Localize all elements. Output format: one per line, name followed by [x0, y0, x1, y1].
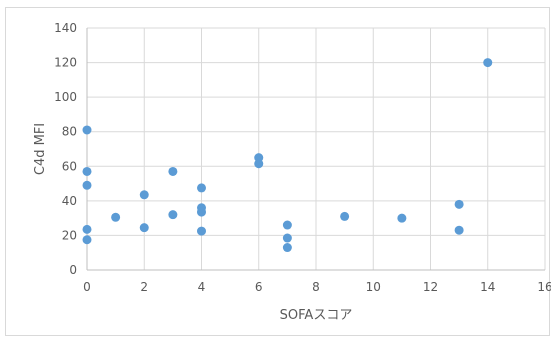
data-point — [168, 166, 178, 176]
y-tick-label: 140 — [54, 21, 77, 35]
data-point — [282, 233, 292, 243]
x-tick-label: 14 — [480, 280, 495, 294]
data-point — [82, 166, 92, 176]
data-point — [197, 183, 206, 193]
y-tick-label: 120 — [54, 56, 77, 70]
y-tick-label: 60 — [62, 159, 77, 173]
data-point — [197, 226, 206, 236]
x-tick-label: 0 — [83, 280, 91, 294]
data-point — [82, 180, 92, 190]
x-tick-label: 16 — [537, 280, 551, 294]
x-tick-label: 2 — [140, 280, 148, 294]
data-point — [168, 210, 178, 220]
vertical-gridlines — [143, 28, 546, 270]
data-point — [111, 212, 121, 222]
y-axis-tick-labels: 0 20 40 60 80 100 120 140 — [54, 21, 77, 277]
x-tick-label: 12 — [423, 280, 438, 294]
chart-area: 0 2 4 6 8 10 12 14 16 0 20 40 60 80 100 120 140 SOFAスコア… — [5, 7, 551, 336]
scatter-chart: 0 2 4 6 8 10 12 14 16 0 20 40 60 80 100 120 140 SOFAスコア… — [33, 21, 551, 323]
x-tick-label: 8 — [312, 280, 320, 294]
data-point — [197, 207, 206, 217]
y-tick-label: 0 — [69, 263, 77, 277]
data-point — [454, 225, 464, 235]
data-point — [282, 243, 292, 253]
y-axis-title: C4d MFI — [33, 123, 48, 175]
x-tick-label: 6 — [255, 280, 263, 294]
x-axis-tick-labels: 0 2 4 6 8 10 12 14 16 — [83, 280, 551, 294]
data-point — [139, 223, 149, 233]
x-tick-label: 10 — [366, 280, 381, 294]
data-points — [82, 58, 493, 253]
x-tick-label: 4 — [198, 280, 206, 294]
data-point — [483, 58, 493, 68]
data-point — [82, 235, 92, 245]
y-tick-label: 20 — [62, 228, 77, 242]
y-tick-label: 40 — [62, 194, 77, 208]
y-tick-label: 80 — [62, 125, 77, 139]
data-point — [82, 224, 92, 234]
data-point — [282, 220, 292, 230]
data-point — [139, 190, 149, 200]
data-point — [340, 211, 350, 221]
data-point — [254, 159, 264, 169]
data-point — [82, 125, 92, 135]
y-tick-label: 100 — [54, 90, 77, 104]
x-axis-title: SOFAスコア — [280, 308, 353, 323]
data-point — [397, 213, 407, 223]
horizontal-gridlines — [87, 27, 545, 236]
data-point — [454, 199, 464, 209]
